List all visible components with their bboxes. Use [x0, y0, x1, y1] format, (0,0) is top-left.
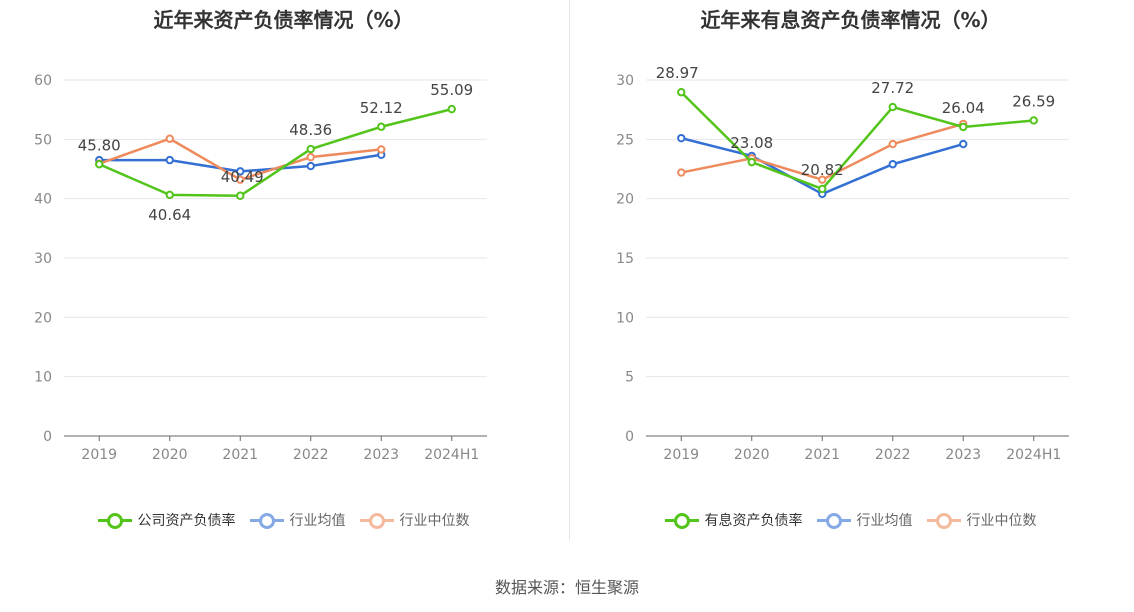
y-tick-label: 10: [34, 370, 52, 386]
legend-label: 行业中位数: [966, 513, 1037, 529]
data-point: [959, 139, 968, 149]
data-label: 27.72: [871, 79, 914, 97]
data-point: [677, 168, 686, 177]
legend-swatch-icon: [97, 513, 132, 529]
data-label: 28.97: [656, 64, 699, 82]
right-chart-title: 近年来有息资产负债率情况（%）: [700, 8, 1001, 32]
data-point: [888, 139, 897, 149]
data-label: 26.59: [1012, 92, 1055, 110]
y-tick-label: 30: [616, 73, 634, 89]
legend-item-1[interactable]: 行业均值: [249, 510, 346, 530]
legend-label: 行业中位数: [399, 513, 470, 529]
legend-item-0[interactable]: 有息资产负债率: [664, 510, 803, 530]
data-point: [677, 133, 686, 143]
x-tick-label: 2024H1: [424, 447, 479, 463]
x-tick-label: 2021: [804, 447, 840, 463]
y-tick-label: 30: [34, 251, 52, 267]
legend-swatch-icon: [926, 513, 961, 529]
left-chart-title: 近年来资产负债率情况（%）: [153, 8, 414, 32]
data-point: [165, 190, 174, 200]
series-line-0: [680, 91, 1034, 191]
data-point: [888, 160, 897, 169]
legend-swatch-icon: [359, 513, 394, 529]
y-tick-label: 60: [34, 73, 52, 89]
legend-item-2[interactable]: 行业中位数: [359, 510, 470, 530]
data-point: [236, 175, 245, 184]
right-chart-legend: 有息资产负债率 行业均值 行业中位数: [567, 510, 1134, 530]
right-chart-plot: 0 5 10 15 20 25 30 2019 2020 2021 2022 2023 2024H1 28…: [616, 64, 1069, 463]
x-tick-label: 2021: [222, 447, 258, 463]
data-point: [677, 88, 686, 97]
legend-item-2[interactable]: 行业中位数: [926, 510, 1037, 530]
y-tick-label: 15: [616, 251, 634, 267]
data-point: [959, 122, 968, 132]
right-chart-panel: 近年来有息资产负债率情况（%） 0 5 10 15 20 25 30 2019 2020 2021…: [567, 0, 1134, 560]
series-line-0: [98, 107, 453, 198]
panel-divider: [569, 0, 570, 540]
data-label: 52.12: [360, 99, 403, 117]
x-tick-label: 2019: [663, 447, 699, 463]
data-point: [306, 161, 315, 171]
left-chart-legend: 公司资产负债率 行业均值 行业中位数: [0, 510, 567, 530]
y-tick-label: 20: [616, 192, 634, 208]
data-source-note: 数据来源：恒生聚源: [494, 578, 639, 597]
legend-swatch-icon: [664, 513, 699, 529]
y-tick-label: 5: [625, 370, 634, 386]
x-tick-label: 2024H1: [1006, 447, 1061, 463]
left-chart-plot: 0 10 20 30 40 50 60 2019 2020 2021 2022 2023 2024H1 4…: [34, 73, 487, 463]
data-point: [1029, 116, 1038, 125]
data-point: [747, 157, 756, 167]
data-point: [306, 144, 315, 154]
legend-label: 行业均值: [856, 513, 913, 529]
x-tick-label: 2019: [81, 447, 117, 463]
data-label: 45.80: [78, 136, 121, 154]
legend-label: 行业均值: [289, 513, 346, 529]
legend-label: 有息资产负债率: [704, 513, 803, 529]
data-label: 55.09: [430, 81, 473, 99]
data-point: [165, 155, 174, 165]
x-tick-label: 2023: [945, 447, 981, 463]
data-label: 26.04: [942, 99, 985, 117]
data-point: [377, 145, 386, 154]
y-tick-label: 25: [616, 132, 634, 148]
data-point: [306, 152, 315, 162]
data-label: 40.49: [221, 168, 264, 186]
data-label: 40.64: [148, 206, 191, 224]
data-point: [447, 104, 456, 114]
y-tick-label: 50: [34, 132, 52, 148]
y-tick-label: 0: [625, 429, 634, 445]
left-chart-panel: 近年来资产负债率情况（%） 0 10 20 30 40 50 60 2019 2020 2021 2…: [0, 0, 567, 560]
data-point: [377, 122, 386, 131]
x-tick-label: 2022: [293, 447, 329, 463]
y-tick-label: 20: [34, 310, 52, 326]
data-label: 20.82: [801, 161, 844, 179]
x-tick-label: 2022: [875, 447, 911, 463]
y-tick-label: 40: [34, 192, 52, 208]
x-tick-label: 2020: [152, 447, 188, 463]
x-tick-label: 2020: [734, 447, 770, 463]
legend-label: 公司资产负债率: [137, 513, 236, 529]
data-point: [95, 160, 104, 169]
data-label: 48.36: [289, 121, 332, 139]
data-point: [888, 102, 897, 112]
data-point: [236, 167, 245, 176]
data-point: [818, 175, 827, 184]
y-tick-label: 10: [616, 310, 634, 326]
legend-item-1[interactable]: 行业均值: [816, 510, 913, 530]
x-tick-label: 2023: [363, 447, 399, 463]
legend-swatch-icon: [816, 513, 851, 529]
data-label: 23.08: [730, 134, 773, 152]
y-tick-label: 0: [43, 429, 52, 445]
data-point: [165, 134, 174, 143]
legend-item-0[interactable]: 公司资产负债率: [97, 510, 236, 530]
data-point: [818, 184, 827, 194]
data-point: [236, 191, 245, 200]
legend-swatch-icon: [249, 513, 284, 529]
